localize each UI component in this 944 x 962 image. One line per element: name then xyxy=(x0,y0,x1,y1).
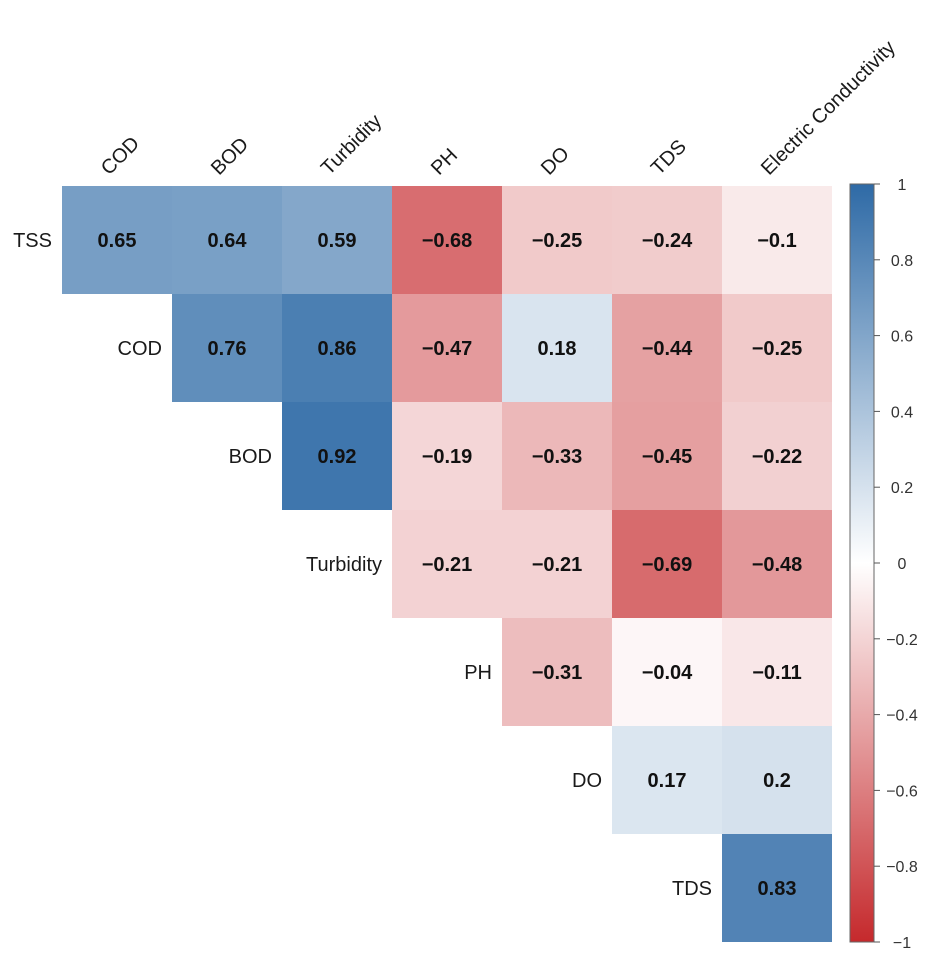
heatmap-cell-turbidity-ph xyxy=(392,510,502,618)
heatmap-cell-do-electric-conductivity xyxy=(722,726,832,834)
heatmap-cell-tss-turbidity xyxy=(282,186,392,294)
heatmap-cell-cod-turbidity xyxy=(282,294,392,402)
cell-value-label: 0.59 xyxy=(318,230,357,252)
colorbar-tick-label: 0.2 xyxy=(891,480,913,497)
heatmap-cell-turbidity-tds xyxy=(612,510,722,618)
row-label-turbidity: Turbidity xyxy=(306,554,382,576)
colorbar-tick-label: 0 xyxy=(898,556,907,573)
column-labels: COD BOD Turbidity PH DO TDS Electric Conductiv… xyxy=(97,37,900,180)
cell-value-label: −0.21 xyxy=(422,554,473,576)
heatmap-cell-cod-electric-conductivity xyxy=(722,294,832,402)
heatmap-cell-bod-tds xyxy=(612,402,722,510)
heatmap-cell-tss-bod xyxy=(172,186,282,294)
column-label-bod: BOD xyxy=(207,133,253,179)
colorbar-tick-label: 0.8 xyxy=(891,253,913,270)
cell-value-label: −0.1 xyxy=(757,230,796,252)
heatmap-cell-turbidity-do xyxy=(502,510,612,618)
cell-value-label: 0.18 xyxy=(538,338,577,360)
cell-value-label: −0.04 xyxy=(642,662,693,684)
column-label-cod: COD xyxy=(97,133,144,180)
cell-value-label: −0.25 xyxy=(752,338,803,360)
colorbar-tick-label: −0.4 xyxy=(886,708,918,725)
heatmap-cell-cod-do xyxy=(502,294,612,402)
row-labels: TSS COD BOD Turbidity PH DO TDS xyxy=(13,230,712,900)
cell-value-label: −0.21 xyxy=(532,554,583,576)
column-label-ph: PH xyxy=(427,144,462,179)
colorbar-tick-label: −0.6 xyxy=(886,783,918,800)
cell-value-label: 0.86 xyxy=(318,338,357,360)
heatmap-cell-bod-ph xyxy=(392,402,502,510)
cell-value-label: 0.65 xyxy=(98,230,137,252)
row-label-do: DO xyxy=(572,770,602,792)
column-label-turbidity: Turbidity xyxy=(317,110,386,179)
heatmap-cell-bod-turbidity xyxy=(282,402,392,510)
heatmap-cell-ph-do xyxy=(502,618,612,726)
column-label-do: DO xyxy=(537,143,574,180)
colorbar: 1 0.8 0.6 0.4 0.2 0 −0.2 −0.4 −0.6 −0.8 −1 xyxy=(849,177,918,952)
cell-value-label: −0.69 xyxy=(642,554,693,576)
row-label-bod: BOD xyxy=(229,446,272,468)
colorbar-tick-label: 1 xyxy=(898,177,907,194)
cell-value-label: −0.31 xyxy=(532,662,583,684)
cell-value-label: −0.33 xyxy=(532,446,583,468)
heatmap-cell-do-tds xyxy=(612,726,722,834)
cell-value-label: −0.22 xyxy=(752,446,803,468)
heatmap-cell-cod-ph xyxy=(392,294,502,402)
heatmap-cell-ph-electric-conductivity xyxy=(722,618,832,726)
heatmap-cell-ph-tds xyxy=(612,618,722,726)
cell-value-label: 0.2 xyxy=(763,770,791,792)
heatmap-cells: 0.65 0.64 0.59 −0.68 −0.25 −0.24 −0.1 0.76 0.86 −… xyxy=(62,186,832,942)
colorbar-gradient xyxy=(849,183,875,943)
heatmap-cell-tss-do xyxy=(502,186,612,294)
cell-value-label: 0.92 xyxy=(318,446,357,468)
colorbar-tick-label: −0.8 xyxy=(886,859,918,876)
heatmap-cell-tss-ph xyxy=(392,186,502,294)
cell-value-label: −0.11 xyxy=(752,662,802,684)
heatmap-cell-tss-cod xyxy=(62,186,172,294)
heatmap-cell-bod-do xyxy=(502,402,612,510)
row-label-cod: COD xyxy=(118,338,162,360)
row-label-ph: PH xyxy=(464,662,492,684)
cell-value-label: 0.17 xyxy=(648,770,687,792)
cell-value-label: −0.19 xyxy=(422,446,473,468)
colorbar-tick-label: 0.6 xyxy=(891,329,913,346)
heatmap-cell-bod-electric-conductivity xyxy=(722,402,832,510)
heatmap-cell-tss-electric-conductivity xyxy=(722,186,832,294)
column-label-tds: TDS xyxy=(647,136,691,180)
colorbar-tick-label: 0.4 xyxy=(891,404,913,421)
cell-value-label: 0.64 xyxy=(208,230,248,252)
cell-value-label: 0.76 xyxy=(208,338,247,360)
heatmap-cell-cod-tds xyxy=(612,294,722,402)
cell-value-label: −0.44 xyxy=(642,338,693,360)
cell-value-label: 0.83 xyxy=(758,878,797,900)
heatmap-cell-cod-bod xyxy=(172,294,282,402)
heatmap-cell-tss-tds xyxy=(612,186,722,294)
heatmap-cell-tds-electric-conductivity xyxy=(722,834,832,942)
cell-value-label: −0.68 xyxy=(422,230,473,252)
colorbar-tick-label: −0.2 xyxy=(886,632,918,649)
cell-value-label: −0.47 xyxy=(422,338,473,360)
cell-value-label: −0.48 xyxy=(752,554,803,576)
row-label-tds: TDS xyxy=(672,878,712,900)
heatmap-cell-turbidity-electric-conductivity xyxy=(722,510,832,618)
cell-value-label: −0.24 xyxy=(642,230,693,252)
column-label-electric-conductivity: Electric Conductivity xyxy=(757,37,900,180)
row-label-tss: TSS xyxy=(13,230,52,252)
cell-value-label: −0.25 xyxy=(532,230,583,252)
cell-value-label: −0.45 xyxy=(642,446,693,468)
colorbar-tick-label: −1 xyxy=(893,935,911,952)
